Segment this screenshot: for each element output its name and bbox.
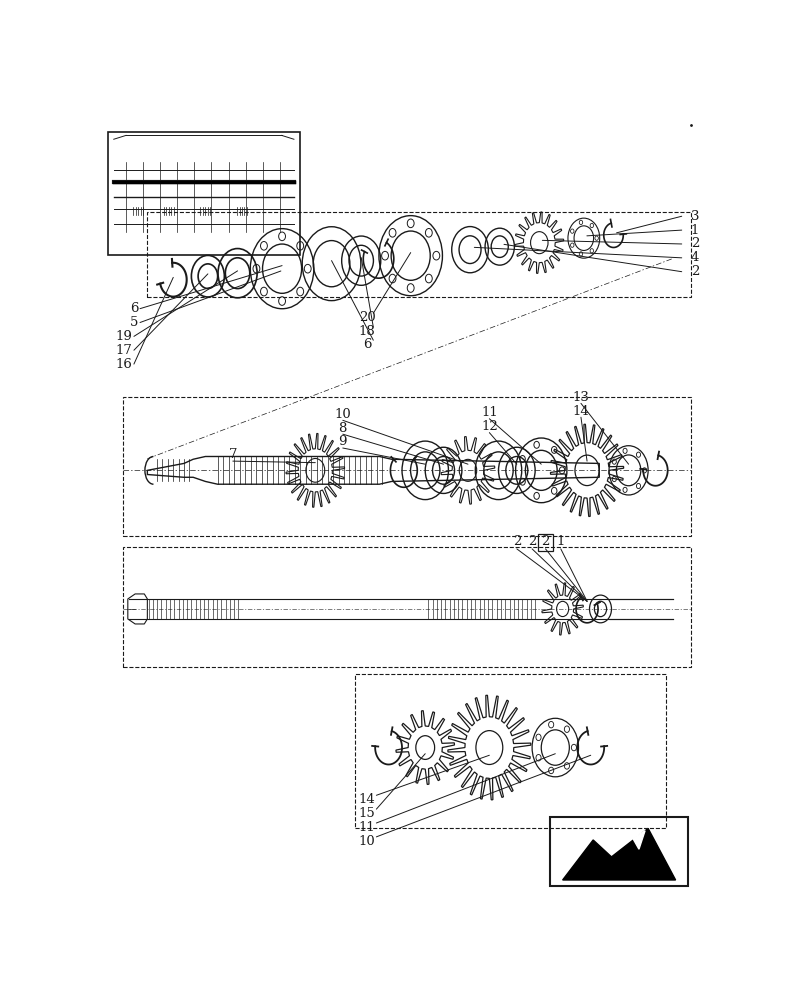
Text: 16: 16 xyxy=(115,358,132,371)
Text: 12: 12 xyxy=(481,420,498,433)
Text: 3: 3 xyxy=(691,210,700,223)
Text: 14: 14 xyxy=(359,793,376,806)
Text: 6: 6 xyxy=(130,302,138,315)
Text: 2: 2 xyxy=(691,265,699,278)
Text: 4: 4 xyxy=(691,251,699,264)
Text: 11: 11 xyxy=(359,821,376,834)
Text: 19: 19 xyxy=(115,330,132,343)
Text: 17: 17 xyxy=(115,344,132,357)
Text: 15: 15 xyxy=(359,807,376,820)
Text: 1: 1 xyxy=(691,224,699,237)
Text: 2: 2 xyxy=(528,535,537,548)
Text: 2: 2 xyxy=(541,535,550,548)
Text: 10: 10 xyxy=(359,835,376,848)
Text: 6: 6 xyxy=(363,338,371,351)
Polygon shape xyxy=(633,831,645,849)
Bar xyxy=(550,817,688,886)
Bar xyxy=(108,132,300,255)
Text: 18: 18 xyxy=(359,325,376,338)
Text: 13: 13 xyxy=(573,391,589,404)
Text: 7: 7 xyxy=(229,448,237,461)
Text: 8: 8 xyxy=(339,422,347,434)
Text: 2: 2 xyxy=(691,237,699,250)
Text: 2: 2 xyxy=(513,535,521,548)
Text: 10: 10 xyxy=(334,408,351,421)
Text: 1: 1 xyxy=(556,535,565,548)
Polygon shape xyxy=(563,828,675,880)
Text: 14: 14 xyxy=(573,405,589,418)
Text: 9: 9 xyxy=(339,435,347,448)
Text: 5: 5 xyxy=(130,316,138,329)
Text: 11: 11 xyxy=(481,406,498,419)
Text: 20: 20 xyxy=(359,311,376,324)
